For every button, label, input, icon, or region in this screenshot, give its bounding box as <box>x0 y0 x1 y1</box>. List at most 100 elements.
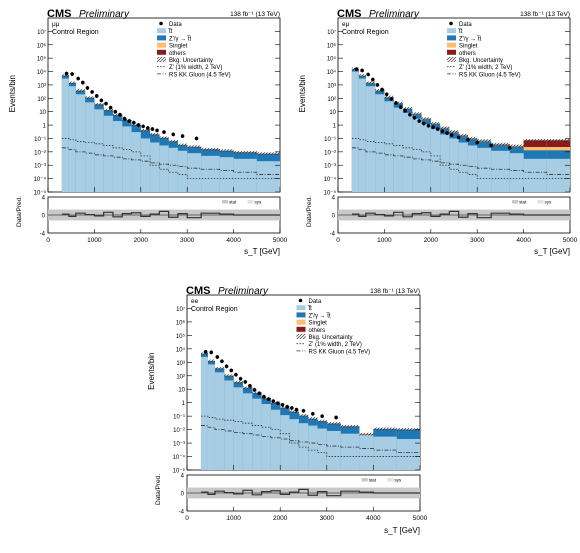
x-axis-label: s_T [GeV] <box>384 526 420 535</box>
legend-label: Data <box>169 22 182 28</box>
legend-label: Z'/γ → t̅t <box>459 36 481 43</box>
legend-marker <box>449 21 453 26</box>
y-tick-label: 10² <box>327 97 336 103</box>
bkg-uncertainty-bin <box>103 108 113 112</box>
data-point <box>398 105 403 109</box>
y-tick-label: 10⁻² <box>34 150 46 156</box>
data-point <box>276 401 280 406</box>
x-tick-label: 3000 <box>180 237 195 244</box>
bkg-uncertainty-bin <box>546 138 570 142</box>
legend-marker <box>298 298 303 303</box>
data-point <box>113 109 118 114</box>
data-point <box>257 391 262 396</box>
y-tick-label: 10⁻⁴ <box>34 176 47 183</box>
lumi-label: 138 fb⁻¹ (13 TeV) <box>370 288 420 295</box>
bkg-uncertainty-bin <box>396 428 420 431</box>
cms-label: CMS <box>47 8 71 20</box>
y-tick-label: 10⁻⁵ <box>173 468 186 475</box>
bkg-uncertainty-bin <box>477 139 492 142</box>
ttbar-stack-bin <box>224 380 234 470</box>
legend-swatch <box>296 305 306 311</box>
data-point <box>360 68 364 73</box>
lumi-label: 138 fb⁻¹ (13 TeV) <box>230 11 280 18</box>
data-point <box>141 124 145 129</box>
data-point <box>150 127 155 131</box>
bkg-uncertainty-bin <box>122 118 132 122</box>
panels-group: 10⁻⁵10⁻⁴10⁻³10⁻²10⁻¹11010²10³10⁴10⁵10⁶10… <box>8 8 578 535</box>
data-point <box>290 406 294 410</box>
bkg-uncertainty-bin <box>340 424 360 428</box>
data-point <box>371 77 375 82</box>
legend-swatch <box>447 28 457 34</box>
ttbar-stack-bin <box>412 118 422 192</box>
x-tick-label: 5000 <box>413 515 428 522</box>
legend-swatch <box>447 42 457 48</box>
bkg-uncertainty-bin <box>458 133 468 137</box>
y-tick-label: 10⁻¹ <box>34 137 46 143</box>
ttbar-stack-bin <box>384 101 394 192</box>
legend-label: others <box>459 51 476 57</box>
legend-label: t̅t <box>168 28 173 35</box>
ratio-axis-label: Data/Pred. <box>306 196 313 227</box>
x-tick-label: 0 <box>336 237 340 244</box>
y-tick-label: 10⁷ <box>37 29 46 36</box>
legend-label: others <box>309 328 326 334</box>
ttbar-stack-bin <box>308 425 318 470</box>
data-point <box>238 376 243 381</box>
legend-label: Data <box>459 22 472 28</box>
ttbar-stack-bin <box>252 398 262 470</box>
y-tick-label: 10⁶ <box>176 319 186 326</box>
x-tick-label: 3000 <box>320 515 335 522</box>
bkg-uncertainty-bin <box>375 89 385 92</box>
ttbar-stack-bin <box>359 434 374 470</box>
data-point <box>466 137 470 142</box>
ttbar-stack-bin <box>201 155 220 192</box>
data-point <box>243 380 248 384</box>
bkg-uncertainty-bin <box>402 107 413 110</box>
legend-label: Singlet <box>169 44 188 50</box>
ttbar-stack-bin <box>393 107 403 192</box>
ratio-step-line <box>61 210 280 219</box>
legend-swatch <box>296 319 306 325</box>
y-tick-label: 10⁻⁴ <box>324 176 337 183</box>
bkg-uncertainty-bin <box>201 147 220 151</box>
bkg-uncertainty-bin <box>359 432 374 436</box>
data-point <box>136 123 141 127</box>
ttbar-stack-bin <box>219 157 234 192</box>
y-tick-label: 10⁻⁵ <box>34 190 47 197</box>
ttbar-stack-bin <box>402 112 413 192</box>
bkg-uncertainty-bin <box>256 152 280 155</box>
bkg-uncertainty-bin <box>393 101 403 105</box>
bkg-uncertainty-bin <box>168 139 178 143</box>
data-point <box>252 388 257 392</box>
bkg-uncertainty-bin <box>252 391 262 395</box>
y-tick-label: 1 <box>182 401 186 407</box>
data-point <box>180 134 185 138</box>
y-tick-label: 10⁴ <box>37 69 47 76</box>
ttbar-stack-bin <box>289 419 299 470</box>
data-point <box>280 402 285 407</box>
bkg-uncertainty-bin <box>421 117 431 120</box>
ratio-tick-label: 4 <box>332 196 336 202</box>
ttbar-stack-bin <box>75 94 86 192</box>
bkg-uncertainty-bin <box>430 122 441 125</box>
data-point <box>285 404 289 409</box>
legend-label: Data <box>309 299 322 305</box>
data-point <box>431 125 435 129</box>
ttbar-stack-bin <box>94 109 104 192</box>
ttbar-stack-bin <box>103 115 113 192</box>
ttbar-stack-bin <box>214 372 225 470</box>
data-point <box>94 94 99 98</box>
cms-label: CMS <box>337 8 361 20</box>
legend-label: RS KK Gluon (4.5 TeV) <box>309 349 371 355</box>
data-point <box>354 67 359 71</box>
data-point <box>445 131 449 135</box>
x-tick-label: 1000 <box>226 515 241 522</box>
data-point <box>248 383 252 388</box>
ttbar-stack-bin <box>242 393 253 470</box>
bkg-uncertainty-bin <box>131 123 141 127</box>
y-tick-label: 10⁷ <box>327 29 336 36</box>
channel-label: eμ <box>342 21 350 28</box>
data-point <box>389 97 394 101</box>
legend-swatch <box>157 35 167 41</box>
